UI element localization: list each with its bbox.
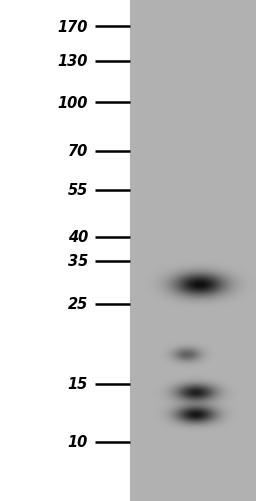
Bar: [0, 0, 130, 501]
Text: 35: 35: [68, 254, 88, 269]
Text: 10: 10: [68, 435, 88, 449]
Text: 15: 15: [68, 377, 88, 392]
Text: 70: 70: [68, 144, 88, 159]
Text: 100: 100: [58, 95, 88, 110]
Text: 55: 55: [68, 183, 88, 198]
Text: 25: 25: [68, 297, 88, 312]
Text: 40: 40: [68, 230, 88, 245]
Text: 170: 170: [58, 20, 88, 35]
Text: 130: 130: [58, 55, 88, 69]
